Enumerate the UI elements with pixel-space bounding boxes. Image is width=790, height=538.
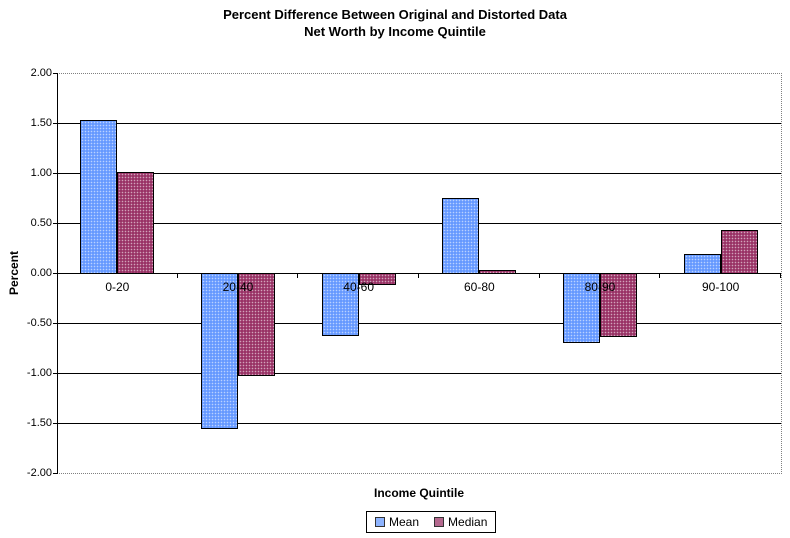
y-tick-mark: [53, 123, 57, 124]
bar-median-40-60: [358, 273, 396, 285]
x-tick-mark: [418, 273, 419, 278]
x-tick-mark: [176, 273, 178, 278]
x-category-label: 60-80: [463, 280, 495, 294]
bar-median-0-20: [117, 172, 155, 274]
plot-area: 0-20 20-40 40-60 60-80 80-90 90-100: [57, 73, 781, 473]
plot-border-bottom: [57, 473, 782, 474]
y-tick-label: 0.00: [30, 267, 52, 279]
x-tick-mark: [297, 273, 299, 278]
gridline: [57, 323, 781, 324]
y-tick-label: 0.50: [30, 217, 52, 229]
gridline: [57, 123, 781, 124]
y-tick-mark: [53, 223, 57, 224]
bar-median-20-40: [238, 273, 275, 376]
bar-mean-40-60: [321, 273, 359, 336]
gridline: [57, 373, 781, 374]
x-category-label: 90-100: [701, 280, 740, 294]
legend-swatch-mean-icon: [375, 517, 385, 527]
bar-median-80-90: [600, 273, 637, 337]
x-category-label: 40-60: [343, 280, 374, 294]
y-tick-label: 1.50: [30, 117, 52, 129]
bar-mean-0-20: [80, 120, 118, 274]
y-tick-label: -2.00: [26, 467, 52, 479]
bar-median-90-100: [720, 230, 758, 274]
gridline: [57, 173, 781, 174]
chart-title: Percent Difference Between Original and …: [0, 6, 790, 40]
legend-swatch-median-icon: [434, 517, 445, 527]
bar-mean-60-80: [442, 198, 480, 274]
x-category-label: 80-90: [584, 280, 616, 294]
x-tick-mark: [780, 273, 781, 278]
y-tick-mark: [53, 173, 57, 174]
bar-mean-20-40: [201, 273, 238, 429]
chart-title-line2: Net Worth by Income Quintile: [304, 24, 486, 39]
y-tick-mark: [53, 423, 57, 424]
legend-item-mean: Mean: [375, 515, 419, 529]
x-tick-mark: [538, 273, 540, 278]
x-category-label: 20-40: [222, 280, 254, 294]
y-tick-mark: [53, 473, 57, 474]
y-tick-label: 1.00: [30, 167, 52, 179]
y-tick-label: -0.50: [26, 317, 52, 329]
x-axis-title: Income Quintile: [373, 486, 464, 500]
bar-mean-80-90: [563, 273, 600, 343]
y-tick-mark: [53, 373, 57, 374]
y-tick-mark: [53, 273, 57, 274]
gridline: [57, 423, 781, 424]
y-tick-mark: [53, 73, 57, 74]
y-tick-label: -1.00: [26, 367, 52, 379]
legend-label-median: Median: [448, 515, 488, 529]
y-tick-label: 2.00: [30, 67, 52, 79]
y-tick-label: -1.50: [26, 417, 52, 429]
bar-median-60-80: [479, 270, 517, 274]
y-tick-mark: [53, 323, 57, 324]
x-tick-mark: [659, 273, 661, 278]
x-axis-line: [57, 273, 781, 274]
plot-border-top: [57, 73, 782, 74]
chart-title-line1: Percent Difference Between Original and …: [223, 7, 567, 22]
bar-mean-90-100: [683, 254, 721, 274]
legend-item-median: Median: [434, 515, 487, 529]
plot-border-right: [781, 73, 782, 474]
legend: Mean Median: [366, 511, 497, 533]
gridline: [57, 223, 781, 224]
x-category-label: 0-20: [105, 280, 130, 294]
legend-label-mean: Mean: [389, 515, 420, 529]
